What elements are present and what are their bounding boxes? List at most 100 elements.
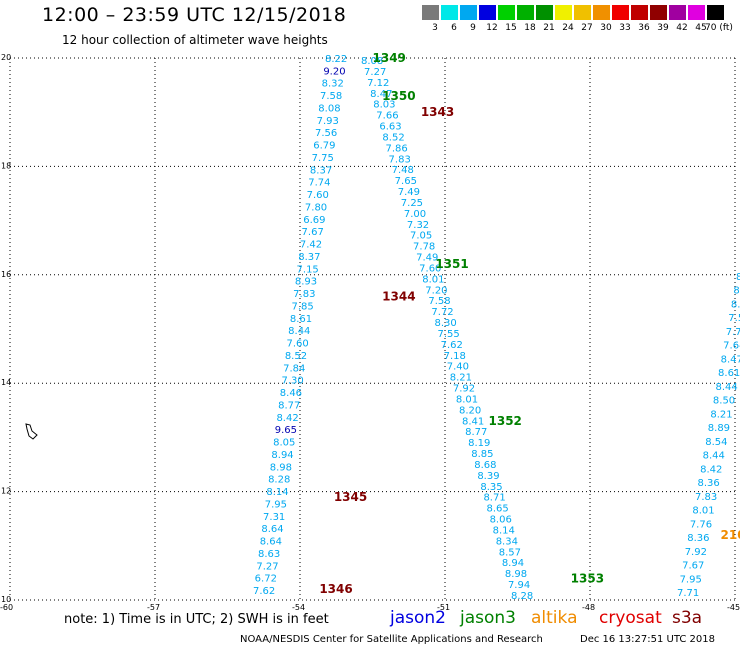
track-c-value: 8.54: [705, 437, 727, 448]
track-a-value: 8.61: [290, 314, 312, 325]
track-b-value: 8.94: [502, 558, 524, 569]
track-a-value: 7.60: [286, 339, 308, 350]
scale-label: 6: [451, 23, 457, 33]
track-b-value: 8.19: [468, 438, 490, 449]
track-id-label: 1346: [319, 582, 352, 596]
track-a-value: 6.72: [255, 574, 277, 585]
scale-label: 18: [524, 23, 536, 33]
scale-label: 33: [619, 23, 631, 33]
track-b-value: 8.47: [370, 89, 392, 100]
scale-swatch: [574, 5, 591, 20]
track-a-value: 7.75: [312, 153, 334, 164]
track-b-value: 8.34: [496, 536, 518, 547]
legend-s3a: s3a: [672, 608, 703, 628]
track-b-value: 7.27: [364, 67, 386, 78]
track-b-value: 8.39: [477, 471, 499, 482]
track-c-value: 7.76: [690, 519, 712, 530]
track-c-value: 7.83: [695, 492, 717, 503]
track-id-label: 1345: [334, 490, 367, 504]
track-c-value: 8.89: [708, 423, 730, 434]
track-c-value: 8.36: [687, 533, 709, 544]
track-a-value: 7.58: [320, 91, 342, 102]
scale-swatch: [422, 5, 439, 20]
scale-label: 70 (ft): [705, 23, 733, 33]
legend-jason2: jason2: [390, 608, 446, 628]
track-c-value: 8.21: [710, 409, 732, 420]
track-id-label: 1343: [421, 105, 454, 119]
track-b-value: 7.78: [413, 242, 435, 253]
lon-label: -45: [727, 603, 740, 612]
scale-swatch: [650, 5, 667, 20]
track-b-value: 7.05: [410, 231, 432, 242]
scale-label: 21: [543, 23, 555, 33]
track-b-value: 8.41: [462, 416, 484, 427]
track-a-value: 7.83: [293, 289, 315, 300]
scale-label: 24: [562, 23, 574, 33]
track-a-value: 7.74: [308, 178, 330, 189]
track-id-label: 210: [721, 528, 740, 542]
track-c-value: 7.92: [685, 547, 707, 558]
track-a-value: 8.14: [266, 487, 288, 498]
track-b-value: 7.49: [398, 187, 420, 198]
track-a-value: 8.94: [271, 450, 293, 461]
scale-label: 15: [505, 23, 517, 33]
track-c-value: 7.7: [726, 327, 740, 338]
scale-swatch: [593, 5, 610, 20]
track-b-value: 8.65: [487, 504, 509, 515]
track-a-value: 8.32: [322, 79, 344, 90]
legend-altika: altika: [531, 608, 578, 628]
track-c-value: 8.01: [692, 506, 714, 517]
satellite-tracks: 8.229.208.327.588.087.937.566.797.758.37…: [253, 51, 740, 602]
track-a-value: 6.79: [313, 141, 335, 152]
track-a-value: 7.67: [302, 227, 324, 238]
track-b-value: 8.03: [373, 100, 395, 111]
track-id-label: 1350: [382, 89, 415, 103]
track-a-value: 8.46: [280, 388, 302, 399]
scale-swatch: [612, 5, 629, 20]
track-c-value: 8.36: [698, 478, 720, 489]
generation-timestamp: Dec 16 13:27:51 UTC 2018: [580, 634, 715, 645]
page-subtitle: 12 hour collection of altimeter wave hei…: [62, 33, 328, 47]
track-b-value: 8.30: [434, 318, 456, 329]
track-b-value: 7.55: [438, 329, 460, 340]
track-b-value: 7.94: [508, 580, 530, 591]
track-c-value: 8.: [731, 299, 740, 310]
scale-label: 42: [676, 23, 688, 33]
track-b-value: 7.72: [431, 307, 453, 318]
track-a-value: 8.77: [278, 400, 300, 411]
lon-label: -57: [147, 603, 160, 612]
track-c-value: 8.44: [715, 382, 737, 393]
track-b-value: 8.68: [474, 460, 496, 471]
track-b-value: 8.28: [511, 591, 533, 602]
scale-swatch: [479, 5, 496, 20]
track-b-value: 7.62: [441, 340, 463, 351]
scale-label: 3: [432, 23, 438, 33]
scale-label: 45: [695, 23, 707, 33]
track-b-value: 8.21: [450, 373, 472, 384]
scale-swatch: [669, 5, 686, 20]
track-a-value: 8.98: [270, 462, 292, 473]
lat-lon-grid: [9, 57, 736, 601]
track-a-value: 7.60: [307, 190, 329, 201]
track-b-value: 7.40: [447, 362, 469, 373]
track-a-value: 7.95: [265, 499, 287, 510]
track-b-value: 8.71: [483, 493, 505, 504]
track-id-label: 1349: [373, 51, 406, 65]
track-b-value: 7.65: [395, 176, 417, 187]
track-b-value: 7.25: [401, 198, 423, 209]
track-c-value: 8.42: [700, 464, 722, 475]
page-title: 12:00 – 23:59 UTC 12/15/2018: [42, 4, 347, 26]
scale-label: 39: [657, 23, 669, 33]
lat-label: 18: [1, 161, 11, 170]
lat-label: 20: [1, 53, 11, 62]
track-b-value: 7.66: [376, 111, 398, 122]
scale-label: 27: [581, 23, 593, 33]
track-a-value: 8.22: [325, 54, 347, 65]
track-a-value: 7.15: [297, 264, 319, 275]
track-a-value: 8.64: [261, 524, 283, 535]
scale-swatch: [688, 5, 705, 20]
scale-swatch: [517, 5, 534, 20]
track-a-value: 8.93: [295, 277, 317, 288]
track-c-value: 8.61: [718, 368, 740, 379]
track-c-value: 7.71: [677, 588, 699, 599]
